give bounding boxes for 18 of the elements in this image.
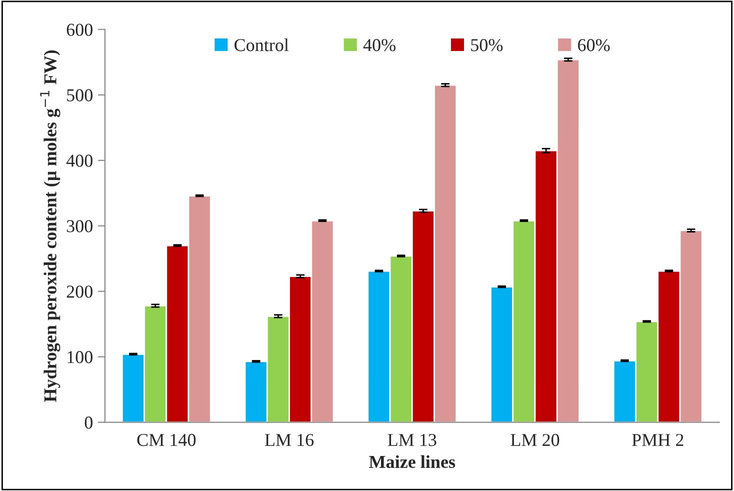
x-tick-label: LM 13 bbox=[388, 434, 436, 446]
legend-label: 40% bbox=[363, 39, 396, 52]
legend-label: Control bbox=[234, 38, 289, 52]
y-tick-label: 300 bbox=[66, 220, 92, 232]
x-tick-label: LM 20 bbox=[510, 434, 560, 446]
x-axis-title: Maize lines bbox=[369, 455, 456, 468]
y-tick-label: 600 bbox=[66, 24, 92, 36]
legend-label: 60% bbox=[578, 39, 610, 52]
y-tick-label: 100 bbox=[68, 351, 92, 364]
y-tick-label: 400 bbox=[66, 154, 92, 167]
y-tick-label: 200 bbox=[66, 286, 92, 298]
y-tick-label: 0 bbox=[84, 416, 92, 429]
x-tick-label: CM 140 bbox=[137, 434, 196, 446]
y-tick-label: 500 bbox=[67, 89, 92, 102]
x-tick-label: LM 16 bbox=[264, 434, 314, 446]
y-axis-title: Hydrogen peroxide content (µ moles g$^{−1}$ FW) bbox=[40, 50, 60, 402]
x-tick-label: PMH 2 bbox=[632, 434, 684, 446]
legend-label: 50% bbox=[471, 39, 503, 52]
